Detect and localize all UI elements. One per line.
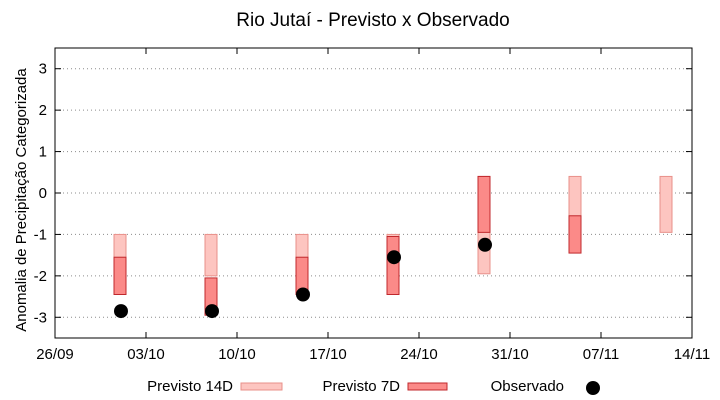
y-tick-label: 1 <box>39 144 47 161</box>
x-tick-label: 17/10 <box>309 346 347 363</box>
forecast-7d-bar <box>477 175 491 233</box>
legend-swatch <box>240 382 283 391</box>
observed-point <box>114 304 128 319</box>
forecast-7d-bar <box>568 215 582 254</box>
chart-title: Rio Jutaí - Previsto x Observado <box>236 10 510 31</box>
legend-label: Observado <box>491 378 564 395</box>
forecast-14d-bar <box>204 233 218 277</box>
x-tick-label: 24/10 <box>400 346 438 363</box>
y-tick-label: 3 <box>39 61 47 78</box>
legend-label: Previsto 7D <box>322 378 400 395</box>
gridlines <box>55 68 692 318</box>
x-tick-label: 14/11 <box>674 346 710 363</box>
forecast-7d-bar <box>386 236 400 295</box>
y-tick-label: -2 <box>34 268 47 285</box>
forecast-14d-bar <box>659 175 673 233</box>
y-tick-label: -1 <box>34 226 47 243</box>
legend-swatch <box>407 382 448 391</box>
observed-point <box>478 237 492 252</box>
x-tick-label: 07/11 <box>583 346 619 363</box>
axes: -3 -2 -1 0 1 2 3 26/09 03/10 10/10 17/10 24/10 31/10… <box>34 48 710 363</box>
plot-frame <box>54 47 693 339</box>
legend-label: Previsto 14D <box>147 378 233 395</box>
plot-series <box>113 175 673 319</box>
observed-point <box>296 287 310 302</box>
y-axis-label: Anomalia de Precipitação Categorizada <box>13 68 30 332</box>
x-tick-label: 03/10 <box>127 346 165 363</box>
y-tick-label: 0 <box>39 185 47 202</box>
observed-point <box>205 304 219 319</box>
legend-swatch <box>586 381 600 395</box>
y-tick-label: 2 <box>39 102 47 119</box>
observed-point <box>387 250 401 265</box>
forecast-7d-bar <box>113 256 127 296</box>
y-tick-label: -3 <box>34 309 47 326</box>
x-tick-label: 26/09 <box>36 346 74 363</box>
legend: Previsto 14D Previsto 7D Observado <box>147 378 600 395</box>
x-tick-label: 31/10 <box>491 346 529 363</box>
x-tick-label: 10/10 <box>218 346 256 363</box>
